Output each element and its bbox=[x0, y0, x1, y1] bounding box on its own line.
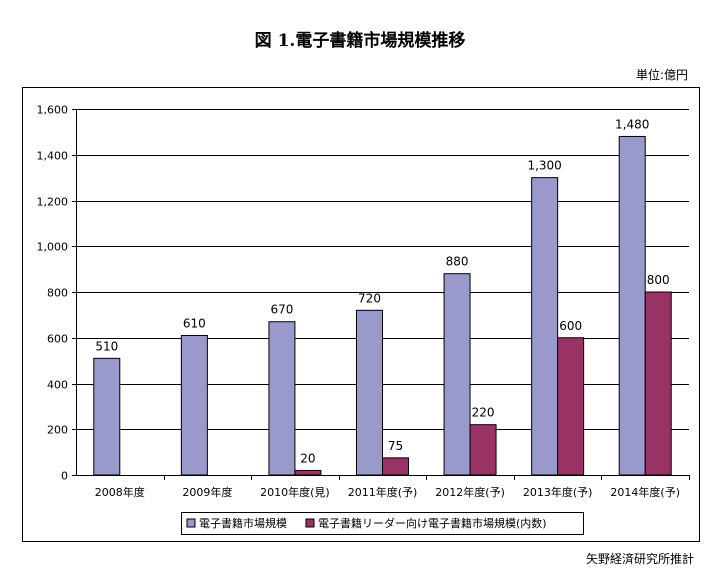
bar-reader-market-size bbox=[382, 457, 409, 476]
bar-market-size bbox=[180, 334, 208, 476]
data-label: 800 bbox=[647, 273, 670, 287]
bar-reader-market-size bbox=[469, 424, 497, 476]
bar-market-size bbox=[93, 357, 121, 476]
data-label: 75 bbox=[388, 439, 403, 453]
bar-market-size bbox=[356, 309, 383, 476]
legend-swatch-series1 bbox=[186, 518, 196, 528]
data-label: 720 bbox=[358, 291, 381, 305]
source-note: 矢野経済研究所推計 bbox=[585, 552, 694, 566]
category-label: 2008年度 bbox=[95, 485, 145, 499]
y-tick-label: 1,000 bbox=[37, 241, 69, 254]
data-label: 600 bbox=[559, 319, 582, 333]
category-label: 2011年度(予) bbox=[348, 485, 418, 499]
category-label: 2012年度(予) bbox=[435, 485, 505, 499]
data-label: 610 bbox=[183, 316, 206, 330]
category-label: 2014年度(予) bbox=[610, 485, 680, 499]
y-tick-label: 1,200 bbox=[37, 196, 69, 209]
y-tick-label: 1,400 bbox=[37, 150, 69, 163]
y-tick-label: 400 bbox=[47, 379, 68, 392]
bar-reader-market-size bbox=[294, 469, 322, 476]
y-tick-label: 0 bbox=[61, 470, 68, 483]
legend-label-series2: 電子書籍リーダー向け電子書籍市場規模(内数) bbox=[318, 516, 547, 530]
data-label: 510 bbox=[95, 339, 118, 353]
y-tick-label: 800 bbox=[47, 287, 68, 300]
chart-frame bbox=[22, 87, 700, 542]
legend-swatch-series2 bbox=[305, 518, 315, 528]
data-label: 670 bbox=[270, 303, 293, 317]
bar-market-size bbox=[268, 321, 296, 476]
data-label: 880 bbox=[446, 255, 469, 269]
bar-market-size bbox=[443, 273, 471, 476]
bar-reader-market-size bbox=[557, 337, 585, 476]
data-label: 20 bbox=[300, 451, 315, 465]
unit-label: 単位:億円 bbox=[635, 68, 688, 82]
bar-market-size bbox=[618, 135, 646, 476]
y-tick-label: 1,600 bbox=[37, 104, 69, 117]
category-label: 2010年度(見) bbox=[260, 485, 330, 499]
data-label: 1,300 bbox=[527, 159, 561, 173]
bar-reader-market-size bbox=[644, 291, 672, 476]
chart-title: 図 1.電子書籍市場規模推移 bbox=[254, 31, 466, 51]
legend bbox=[181, 512, 584, 535]
y-tick-label: 600 bbox=[47, 333, 68, 346]
legend-label-series1: 電子書籍市場規模 bbox=[199, 516, 287, 530]
category-label: 2013年度(予) bbox=[523, 485, 593, 499]
category-label: 2009年度 bbox=[182, 485, 232, 499]
bar-market-size bbox=[531, 177, 559, 476]
data-label: 1,480 bbox=[615, 117, 649, 131]
y-tick-label: 200 bbox=[47, 424, 68, 437]
data-label: 220 bbox=[472, 406, 495, 420]
